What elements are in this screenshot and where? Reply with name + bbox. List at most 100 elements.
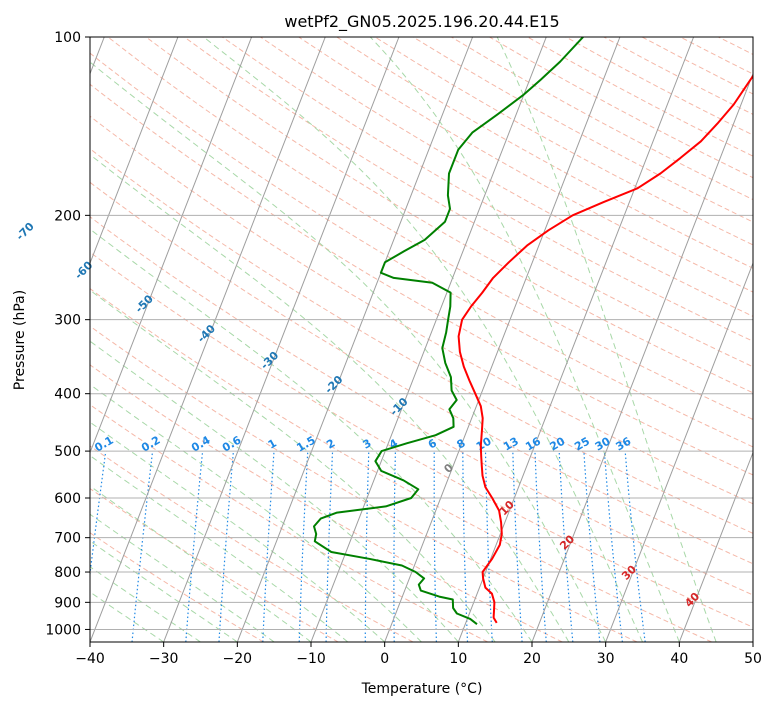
dry-adiabat-line bbox=[90, 532, 264, 642]
dry-adiabat-line bbox=[260, 37, 753, 317]
dry-adiabat-line bbox=[222, 37, 753, 342]
isotherms bbox=[90, 37, 753, 642]
y-tick-label: 600 bbox=[54, 491, 81, 507]
y-tick-label: 200 bbox=[54, 208, 81, 224]
mixing-ratio-line bbox=[218, 451, 234, 642]
moist-adiabat-label: 20 bbox=[557, 532, 577, 552]
dry-adiabat-label: -50 bbox=[133, 292, 156, 315]
dry-adiabat-line bbox=[90, 325, 638, 642]
isotherm-line bbox=[752, 640, 753, 642]
mixing-ratio-line bbox=[393, 451, 396, 642]
dry-adiabat-line bbox=[641, 37, 753, 95]
mixing-ratio-line bbox=[325, 451, 334, 642]
x-tick-label: −20 bbox=[223, 651, 253, 667]
moist-adiabat-label: 40 bbox=[682, 590, 702, 610]
y-tick-label: 700 bbox=[54, 531, 81, 547]
dry-adiabat-label: -60 bbox=[72, 258, 95, 281]
dry-adiabat-line bbox=[565, 37, 753, 136]
x-tick-label: −10 bbox=[296, 651, 326, 667]
moist-adiabat-line bbox=[90, 340, 459, 642]
isotherm-line bbox=[678, 451, 753, 642]
y-tick-label: 500 bbox=[54, 444, 81, 460]
x-tick-label: −40 bbox=[75, 651, 105, 667]
dry-adiabat-line bbox=[90, 487, 339, 642]
mixing-ratio-line bbox=[433, 451, 437, 642]
dry-adiabat-line bbox=[90, 148, 753, 534]
y-tick-label: 100 bbox=[54, 30, 81, 46]
x-axis: −40 −30 −20 −10 0 10 20 30 40 50 bbox=[75, 642, 762, 667]
y-tick-label: 400 bbox=[54, 387, 81, 403]
dry-adiabat-label: -40 bbox=[195, 322, 218, 345]
moist-adiabat-line bbox=[90, 154, 570, 642]
y-tick-label: 300 bbox=[54, 313, 81, 329]
mixing-ratio-line bbox=[558, 451, 574, 642]
moist-adiabat-line bbox=[496, 37, 717, 642]
temperature-line bbox=[457, 74, 753, 624]
profile-series bbox=[313, 37, 753, 625]
y-axis-label: Pressure (hPa) bbox=[12, 290, 28, 390]
mixing-ratio-line bbox=[90, 451, 107, 579]
x-tick-label: 30 bbox=[597, 651, 615, 667]
y-axis: 100 200 300 400 500 600 700 800 900 1000 bbox=[45, 30, 90, 638]
mixing-ratio-line bbox=[624, 451, 646, 642]
mixing-ratio-line bbox=[131, 451, 154, 642]
moist-adiabat-line bbox=[90, 540, 238, 642]
isotherm-line bbox=[457, 37, 695, 642]
isotherm-line bbox=[90, 37, 326, 642]
dry-adiabat-line bbox=[145, 37, 753, 394]
dry-adiabat-line bbox=[336, 37, 753, 269]
mixing-ratio-line bbox=[534, 451, 547, 642]
mixing-ratio-label: 1 bbox=[266, 437, 279, 452]
dry-adiabat-line bbox=[107, 37, 753, 421]
isotherm-line bbox=[90, 37, 253, 454]
moist-adiabat-line bbox=[90, 289, 496, 642]
dry-adiabat-line bbox=[90, 216, 753, 596]
plot-frame bbox=[89, 36, 754, 643]
dry-adiabat-line bbox=[298, 37, 753, 293]
isotherm-line bbox=[236, 37, 474, 642]
dry-adiabat-line bbox=[90, 83, 753, 476]
mixing-ratio-line bbox=[462, 451, 469, 642]
moist-adiabat-line bbox=[90, 228, 533, 642]
mixing-ratio-line bbox=[185, 451, 204, 642]
mixing-ratio-line bbox=[583, 451, 601, 642]
mixing-ratio-label: 2 bbox=[324, 437, 337, 452]
moist-adiabat-line bbox=[90, 383, 422, 642]
moist-adiabat-line bbox=[90, 485, 312, 642]
mixing-ratio-label: 3 bbox=[360, 437, 373, 452]
dewpoint-line bbox=[313, 37, 584, 625]
dry-adiabat-line bbox=[412, 37, 753, 223]
isobar-grid bbox=[90, 36, 753, 630]
mixing-ratio-label: 6 bbox=[426, 436, 439, 451]
isotherm-line bbox=[90, 37, 179, 265]
moist-adiabats bbox=[90, 37, 717, 642]
moist-adiabat-line bbox=[203, 37, 643, 642]
dry-adiabat-label: -70 bbox=[14, 220, 37, 243]
isotherm-line bbox=[384, 37, 621, 642]
x-tick-label: 10 bbox=[449, 651, 467, 667]
isotherm-line bbox=[163, 37, 400, 642]
dry-adiabat-line bbox=[90, 52, 753, 448]
dry-adiabat-line bbox=[679, 37, 753, 75]
isotherm-line bbox=[310, 37, 547, 642]
isotherm-line bbox=[605, 261, 753, 642]
isotherm-line bbox=[531, 72, 753, 642]
moist-adiabat-line bbox=[90, 591, 164, 642]
dry-adiabat-label: -10 bbox=[387, 395, 410, 418]
mixing-ratio-line bbox=[484, 451, 493, 642]
y-tick-label: 800 bbox=[54, 565, 81, 581]
x-tick-label: 0 bbox=[380, 651, 389, 667]
moist-adiabat-line bbox=[369, 37, 680, 642]
y-tick-label: 900 bbox=[54, 595, 81, 611]
x-tick-label: 50 bbox=[744, 651, 762, 667]
mixing-ratio-line bbox=[603, 451, 623, 642]
dry-adiabat-line bbox=[90, 288, 712, 642]
x-axis-label: Temperature (°C) bbox=[361, 681, 483, 697]
dry-adiabat-line bbox=[90, 251, 753, 628]
y-tick-label: 1000 bbox=[45, 622, 81, 638]
x-tick-label: 40 bbox=[670, 651, 688, 667]
moist-adiabat-line bbox=[90, 513, 275, 642]
x-tick-label: −30 bbox=[149, 651, 179, 667]
dry-adiabat-line bbox=[718, 37, 753, 55]
